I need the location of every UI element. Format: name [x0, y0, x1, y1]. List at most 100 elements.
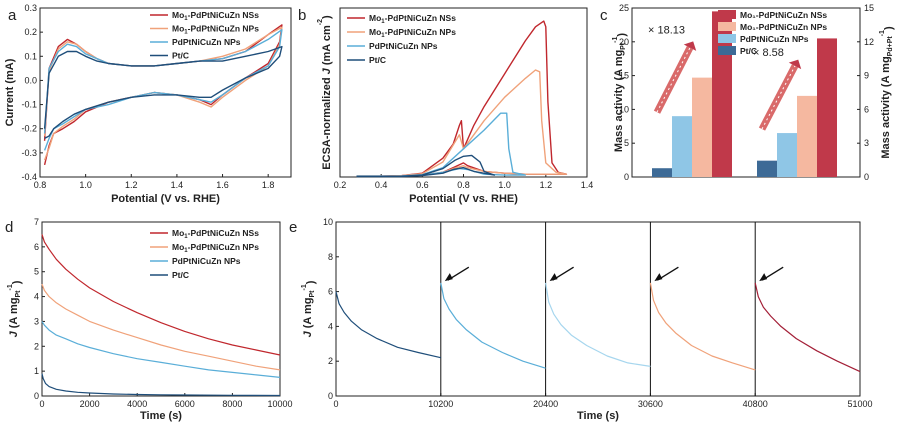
panel-c-bar	[652, 168, 672, 177]
panel-c-legend-swatch	[718, 34, 736, 43]
panel-a-legend-label-part: -PdPtNiCuZn NSs	[188, 10, 260, 20]
panel-d-ytick-label: 2	[34, 341, 39, 351]
panel-e-ylabel: J (A mgPt-1)	[301, 280, 317, 337]
panel-e-xtick-label: 40800	[743, 399, 768, 409]
panel-e-ytick-label: 6	[328, 287, 333, 297]
panel-c-arrow-stripes	[656, 47, 691, 113]
panel-c-bar	[777, 133, 797, 177]
panel-d-ytick-label: 3	[34, 316, 39, 326]
panel-a-ytick-label: -0.2	[21, 124, 37, 134]
panel-a-ytick-label: -0.1	[21, 100, 37, 110]
panel-b-legend-label: Pt/C	[369, 55, 386, 65]
panel-d-legend-label-part: 1	[184, 234, 188, 240]
panel-e-arrow-head	[654, 273, 663, 282]
panel-a-ytick-label: 0.3	[24, 3, 37, 13]
panel-d-xtick-label: 2000	[80, 399, 100, 409]
panel-b-legend-label-part: 1	[381, 19, 385, 25]
panel-b-legend-label-part: Mo	[369, 13, 381, 23]
panel-d-legend-label-part: Mo	[172, 242, 184, 252]
panel-c-ytick-right-label: 3	[864, 138, 869, 148]
panel-e-ytick-label: 2	[328, 356, 333, 366]
panel-c-ytick-label: 25	[619, 3, 629, 13]
panel-d-series-line	[41, 373, 281, 397]
panel-a-legend-label-part: 1	[184, 30, 188, 36]
panel-c-ylabel-left-part: )	[616, 33, 628, 37]
panel-e-ylabel-part: -1	[301, 284, 308, 290]
panel-c-ytick-right-label: 0	[864, 172, 869, 182]
panel-c-ytick-right-label: 12	[864, 37, 874, 47]
panel-a-legend-label: PdPtNiCuZn NPs	[172, 37, 241, 47]
panel-a-ytick-label: 0.1	[24, 51, 37, 61]
panel-c-ytick-label: 20	[619, 37, 629, 47]
panel-b-legend-label-part: 1	[381, 33, 385, 39]
panel-e-ylabel-part: Pt	[309, 290, 316, 298]
panel-a-xtick-label: 1.6	[216, 180, 229, 190]
panel-d-ytick-label: 6	[34, 242, 39, 252]
panel-c-ylabel-right-part: )	[883, 26, 895, 30]
panel-b-legend-label-part: -PdPtNiCuZn NSs	[385, 13, 457, 23]
panel-c-ytick-label: 10	[619, 104, 629, 114]
panel-c-legend-swatch	[718, 10, 736, 19]
panel-e-ylabel-part: J	[302, 330, 314, 337]
panel-b-series-line	[356, 154, 496, 178]
panel-e-ylabel-part: (A mg	[302, 297, 314, 331]
panel-a-letter: a	[8, 7, 17, 24]
panel-c-bar	[692, 77, 712, 177]
panel-a-xtick-label: 1.4	[171, 180, 184, 190]
panel-c-bar	[817, 38, 837, 177]
panel-b-ylabel-part: -2	[317, 19, 324, 25]
panel-c-legend-label: Mo₁-PdPtNiCuZn NPs	[740, 22, 827, 32]
panel-b-series-line	[356, 69, 568, 177]
panel-e-xtick-label: 20400	[533, 399, 558, 409]
panel-b-legend-label: Mo1-PdPtNiCuZn NPs	[369, 27, 456, 39]
panel-d-legend-label: Mo1-PdPtNiCuZn NSs	[172, 228, 259, 240]
panel-c-ylabel-left-text: Mass activity (A mgPt-1)	[612, 33, 628, 153]
panel-d-legend-label-part: 1	[184, 248, 188, 254]
panel-e-xtick-label: 30600	[638, 399, 663, 409]
panel-b-series-line	[356, 112, 526, 177]
panel-d-ylabel-text: J (A mgPt-1)	[7, 280, 23, 337]
panel-d-xlabel: Time (s)	[140, 410, 182, 422]
panel-b-xtick-label: 0.6	[416, 180, 429, 190]
panel-d-legend-label-part: -PdPtNiCuZn NPs	[188, 242, 260, 252]
panel-c-ylabel-right-part: Pd+Pt	[887, 36, 894, 57]
panel-d-ytick-label: 1	[34, 366, 39, 376]
panel-c-annotation: × 18.13	[648, 25, 685, 37]
panel-e-ytick-label: 4	[328, 321, 333, 331]
panel-e-arrow-head	[549, 273, 558, 282]
panel-c-ylabel-left: Mass activity (A mgPt-1)	[612, 33, 628, 153]
panel-a-ytick-label: -0.3	[21, 148, 37, 158]
panel-b-xtick-label: 0.8	[457, 180, 470, 190]
panel-e-xtick-label: 0	[333, 399, 338, 409]
panel-b-legend-label: PdPtNiCuZn NPs	[369, 41, 438, 51]
panel-e-letter: e	[289, 219, 297, 236]
panel-c-ytick-right-label: 15	[864, 3, 874, 13]
panel-e-series-line	[440, 282, 546, 369]
panel-c-trend-arrow	[653, 41, 697, 114]
panel-a-legend-label: Mo1-PdPtNiCuZn NPs	[172, 24, 259, 36]
panel-c-letter: c	[600, 7, 608, 24]
panel-d-ylabel-part: Pt	[15, 290, 22, 298]
panel-c-legend-label: Mo₁-PdPtNiCuZn NSs	[740, 10, 827, 20]
panel-a-legend-label-part: Mo	[172, 24, 184, 34]
panel-c-ylabel-right-part: -1	[879, 30, 886, 36]
panel-d-ylabel-part: -1	[7, 284, 14, 290]
panel-d-ylabel: J (A mgPt-1)	[7, 280, 23, 337]
panel-d-ylabel-part: )	[11, 280, 23, 284]
panel-a-frame	[39, 7, 292, 178]
panel-d-ytick-label: 7	[34, 217, 39, 227]
panel-b-letter: b	[298, 7, 306, 24]
panel-a-series-line	[43, 45, 283, 140]
panel-c-ytick-right-label: 6	[864, 104, 869, 114]
panel-a-ytick-label: 0.0	[24, 75, 37, 85]
panel-c-arrow-head	[788, 59, 802, 70]
panel-b-ylabel-part: ECSA-normalized	[321, 74, 333, 169]
panel-c-legend-swatch	[718, 46, 736, 55]
panel-d-ytick-label: 0	[34, 391, 39, 401]
panel-c-arrow-stripes	[761, 65, 796, 130]
panel-a-ytick-label: 0.2	[24, 27, 37, 37]
panel-b-ylabel-part: (mA cm	[321, 25, 333, 68]
panel-b-ylabel-part: )	[321, 15, 333, 19]
panel-c-annotation: × 8.58	[753, 47, 784, 59]
panel-a-xtick-label: 1.0	[79, 180, 92, 190]
